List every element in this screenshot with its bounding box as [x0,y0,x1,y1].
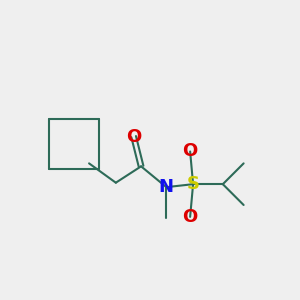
Text: O: O [182,208,198,226]
Text: N: N [159,178,174,196]
Text: O: O [126,128,141,146]
Text: S: S [187,175,200,193]
Text: O: O [182,142,198,160]
